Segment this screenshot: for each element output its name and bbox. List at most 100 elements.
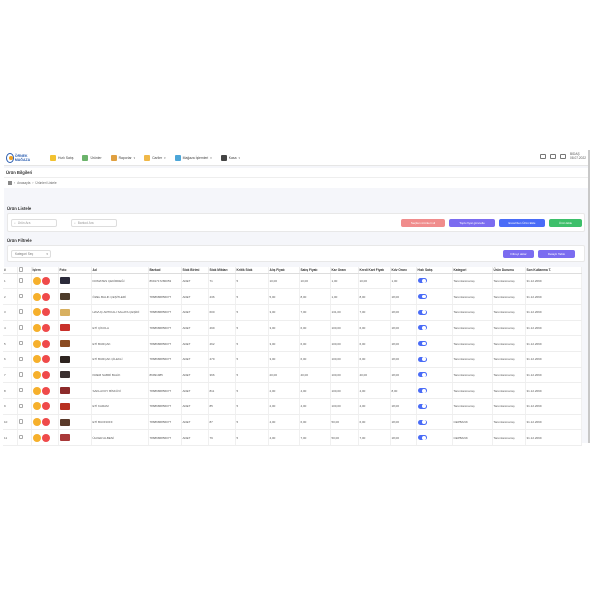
delete-icon[interactable] [41,276,50,285]
column-header[interactable]: Stok Miktarı [208,267,236,274]
column-header[interactable]: Satış Fiyatı [299,267,331,274]
delete-icon[interactable] [41,308,50,317]
table-row[interactable]: 10 ETİ BUONOFF 7868686856077 ADET 87 5 4,00 6,0… [3,414,582,431]
delete-icon[interactable] [41,355,50,364]
quick-sale-toggle[interactable] [417,325,427,331]
delete-icon[interactable] [41,386,50,395]
table-cell [31,429,59,447]
table-row[interactable]: 8 SAKLAVOY BİSKÜVİ 7868686856077 ADET 811 5 2,… [3,382,582,399]
edit-icon[interactable] [32,323,41,332]
table-row[interactable]: 7 KREM SABRİ BALİK 86991985 ADET 366 5 20,00 40… [3,367,582,384]
quick-sale-toggle[interactable] [417,341,427,347]
product-photo [59,277,70,285]
apply-filter-button[interactable]: Filtreyi aktar [503,250,534,258]
nav-item[interactable]: Raporlar ▾ [110,154,135,161]
quick-sale-toggle[interactable] [417,294,427,300]
detailed-table-button[interactable]: Detaylı Tablo [538,250,575,258]
edit-icon[interactable] [32,308,41,317]
nav-item[interactable]: Cariler ▾ [144,154,166,161]
user-info[interactable]: BIDAŞ 08.07.2022 [570,152,586,160]
edit-icon[interactable] [32,418,41,427]
table-row[interactable]: 9 ETİ KARAM 7868686856077 ADET 85 5 2,00 4,00 10… [3,398,582,415]
row-checkbox[interactable] [18,293,23,299]
column-header[interactable]: Son Kullanma T. [525,267,582,274]
edit-icon[interactable] [32,292,41,301]
quick-sale-toggle[interactable] [417,388,427,394]
column-header[interactable] [17,267,32,274]
table-row[interactable]: 11 ÜLKER ALBENİ 7868686856077 ADET 79 5 4,00 7,… [3,429,582,447]
table-row[interactable]: 5 ETİ BURÇAK 7868686856077 ADET 462 5 3,00 6,00… [3,335,582,352]
nav-item[interactable]: Mağaza İşlemleri ▾ [174,154,212,161]
nav-item[interactable]: Ürünler [82,154,102,161]
row-checkbox[interactable] [18,387,23,393]
delete-icon[interactable] [41,292,50,301]
product-search-input[interactable]: ⌕ Ürün Ara [11,219,57,227]
column-header[interactable]: Kritik Stok [235,267,269,274]
column-header[interactable]: Kredi Kart Fiyatı [358,267,391,274]
edit-icon[interactable] [32,355,41,364]
column-header[interactable]: Alış Fiyatı [268,267,300,274]
barcode-search-input[interactable]: ⌕ Barkod Ara [71,219,117,227]
row-checkbox[interactable] [18,403,23,409]
calculator-icon[interactable] [550,153,557,159]
table-row[interactable]: 3 HAVUÇ ARTIKALI SALATA ÇEŞİDİ 78686868560… [3,304,582,321]
row-checkbox[interactable] [18,434,23,440]
edit-icon[interactable] [32,339,41,348]
column-header[interactable]: # [3,267,18,274]
column-header[interactable]: Foto [58,267,92,274]
table-row[interactable]: 2 ÖZEL BALIK ÇEŞİTLERİ 7868686856077 ADET 43… [3,288,582,305]
add-product-button[interactable]: Ürün Ekle [549,219,582,227]
row-checkbox[interactable] [18,325,23,330]
column-header[interactable]: Kdv Oranı [390,267,417,274]
column-header[interactable]: İşlem [31,267,59,274]
quick-sale-toggle[interactable] [417,403,427,409]
row-checkbox[interactable] [18,372,23,377]
edit-icon[interactable] [32,433,41,442]
quick-sale-toggle[interactable] [417,435,427,441]
column-header[interactable]: Ürün Durumu [492,267,526,274]
delete-icon[interactable] [41,418,50,427]
column-header[interactable]: Barkod [148,267,182,274]
breadcrumb-home[interactable]: Anasayfa [17,181,31,185]
column-header[interactable]: Kategori [452,267,493,274]
bulk-price-update-button[interactable]: Toplu fiyat güncelle [449,219,495,227]
quick-sale-toggle[interactable] [417,356,427,362]
quick-sale-toggle[interactable] [417,278,427,284]
quick-sale-toggle[interactable] [417,309,427,315]
delete-icon[interactable] [41,402,50,411]
nav-item[interactable]: Hızlı Satış [50,154,73,161]
edit-icon[interactable] [32,370,41,379]
table-row[interactable]: 1 DOMATES ÇEKİRDEĞİ 8691717280053 ADET 71 5 10… [3,273,582,290]
nav-item[interactable]: Kasa ▾ [220,154,240,161]
edit-icon[interactable] [32,276,41,285]
delete-icon[interactable] [41,339,50,348]
chart-icon[interactable] [540,153,547,159]
column-header[interactable]: Stok Birimi [181,267,209,274]
row-checkbox[interactable] [18,356,23,362]
row-checkbox[interactable] [18,309,23,314]
quick-sale-toggle[interactable] [417,419,427,425]
home-icon[interactable] [8,181,12,185]
column-header[interactable]: Kar Oranı [330,267,359,274]
row-checkbox[interactable] [18,419,23,424]
excel-import-button[interactable]: Excel'den Ürün Ekle [499,219,545,227]
table-cell [416,429,453,447]
table-row[interactable]: 6 ETİ BURÇAK ÇİLEKLİ 7868686856077 ADET 479 5… [3,351,582,368]
select-all-checkbox[interactable] [18,267,23,272]
column-header[interactable]: Hızlı Satış [416,267,453,274]
row-checkbox[interactable] [18,340,23,346]
delete-selected-button[interactable]: Seçilen ürünleri sil [401,219,445,227]
delete-icon[interactable] [41,323,50,332]
edit-icon[interactable] [32,402,41,411]
delete-icon[interactable] [41,370,50,379]
logo[interactable]: ÖRNEK MAĞAZA [6,152,36,164]
fullscreen-icon[interactable] [560,153,567,159]
category-select[interactable]: Kategori Seç ▾ [11,250,51,258]
product-photo [59,387,70,395]
quick-sale-toggle[interactable] [417,372,427,378]
row-checkbox[interactable] [18,278,23,283]
edit-icon[interactable] [32,386,41,395]
column-header[interactable]: Ad [91,267,149,274]
table-row[interactable]: 4 ETİ ÇİKOLA 7868686856077 ADET 499 5 3,00 6,00… [3,320,582,337]
delete-icon[interactable] [41,433,50,442]
